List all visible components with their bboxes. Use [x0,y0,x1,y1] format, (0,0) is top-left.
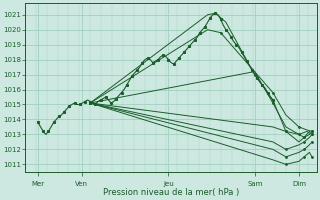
X-axis label: Pression niveau de la mer( hPa ): Pression niveau de la mer( hPa ) [103,188,239,197]
